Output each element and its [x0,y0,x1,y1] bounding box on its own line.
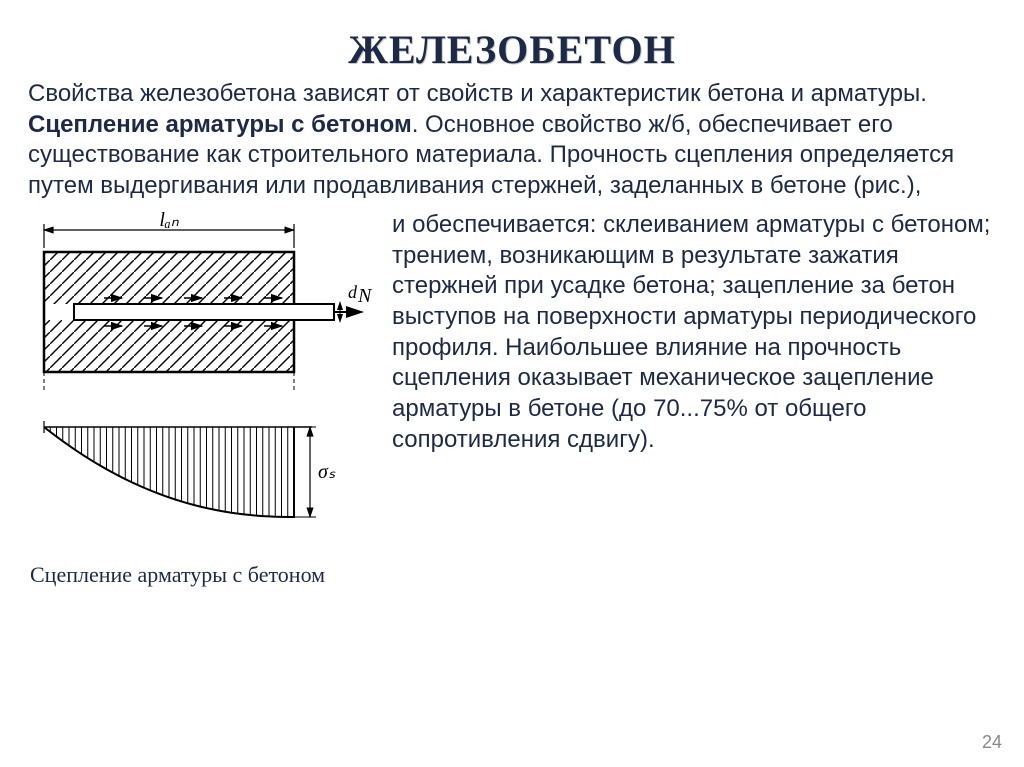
svg-text:d: d [348,282,358,302]
svg-text:N: N [357,285,373,307]
body-text: и обеспечивается: склеиванием арматуры с… [382,208,996,542]
intro-line1: Свойства железобетона зависят от свойств… [28,80,927,107]
intro-bold: Сцепление арматуры с бетоном [28,111,412,138]
figure-caption: Сцепление арматуры с бетоном [0,542,1024,588]
adhesion-diagram: lₐₙ Nd σₛ [14,212,374,542]
page-title: ЖЕЛЕЗОБЕТОН [0,0,1024,73]
svg-text:lₐₙ: lₐₙ [159,212,179,231]
diagram-column: lₐₙ Nd σₛ [14,208,382,542]
intro-paragraph: Свойства железобетона зависят от свойств… [0,73,1024,202]
content-row: lₐₙ Nd σₛ и обеспечивается: склеиванием ар… [0,208,1024,542]
page-number: 24 [982,732,1002,753]
svg-text:σₛ: σₛ [318,461,336,483]
